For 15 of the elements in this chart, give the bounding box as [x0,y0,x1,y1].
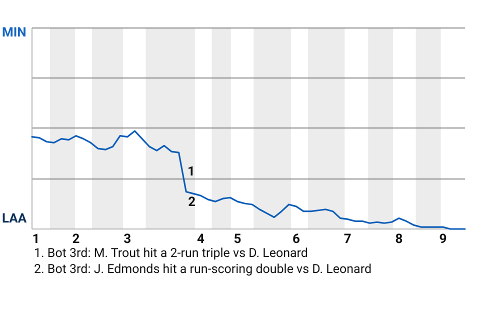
text: 1. Bot 3rd: M. Trout hit a 2-run triple vs D. Leonard [34,246,308,261]
x-tick-label: 7 [344,232,352,247]
text: LAA [2,211,27,226]
x-tick-label: 3 [124,232,132,247]
text: 2. Bot 3rd: J. Edmonds hit a run-scoring double vs D. Leonard [34,262,372,277]
x-tick-label: 6 [292,232,300,247]
x-tick-label: 1 [32,232,40,247]
x-tick-label: 4 [197,232,206,247]
x-tick-label: 8 [395,232,403,247]
x-tick-label: 9 [439,232,447,247]
annotation: 1 [187,164,195,180]
x-tick-label: 2 [72,232,80,247]
annotation: 2 [188,195,196,210]
x-tick-label: 5 [234,232,242,247]
text: MIN [2,25,26,40]
